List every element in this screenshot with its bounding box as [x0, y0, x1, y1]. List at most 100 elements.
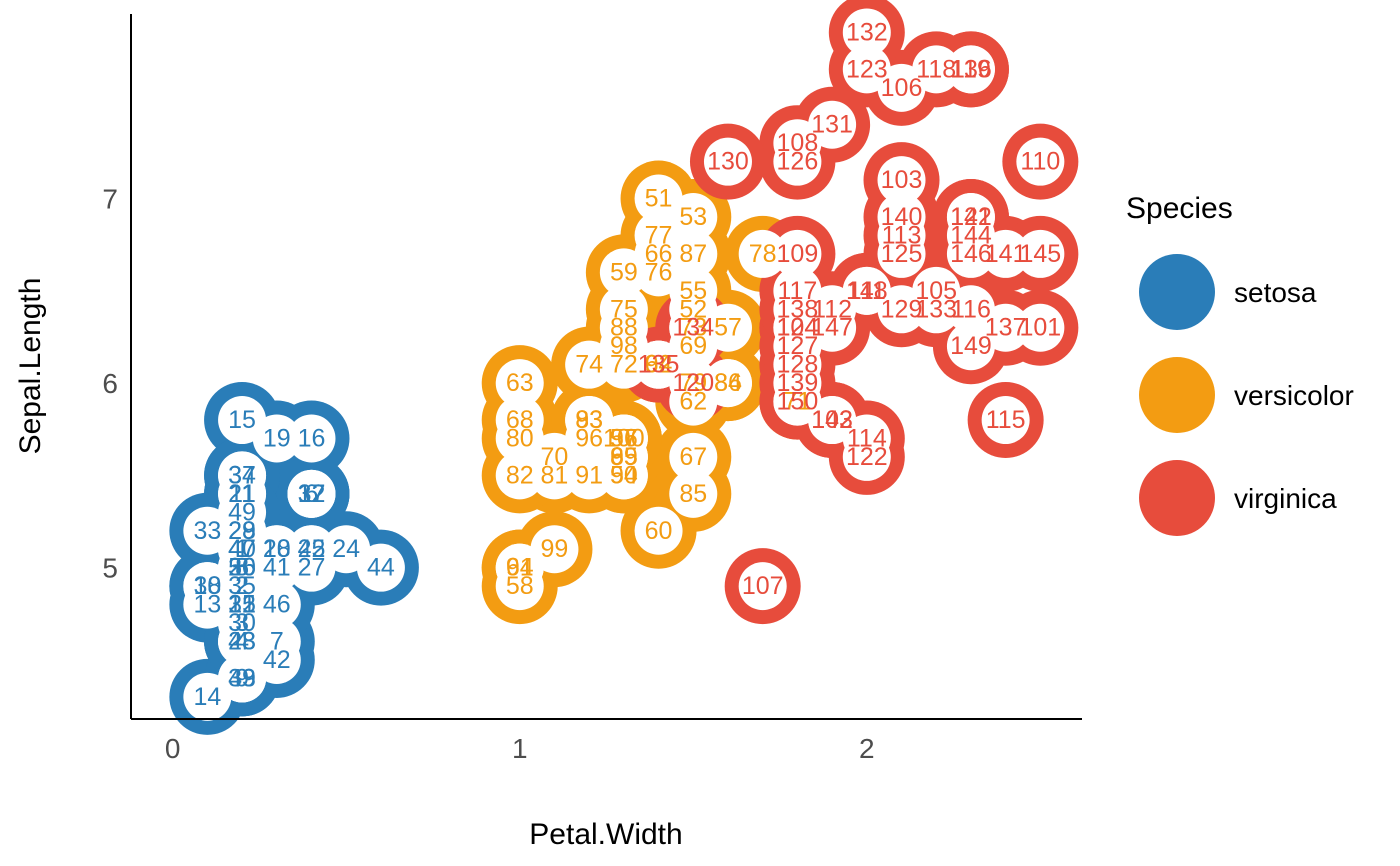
point-82-core: [495, 451, 544, 500]
point-20-label: 20: [263, 535, 291, 563]
point-79-label: 79: [679, 369, 707, 397]
point-38-label: 38: [193, 572, 221, 600]
point-123-core: [842, 45, 891, 94]
point-133-label: 133: [915, 295, 957, 323]
point-148-core: [842, 266, 891, 315]
point-34-label: 34: [228, 461, 256, 489]
point-80-core: [495, 414, 544, 463]
point-84-label: 84: [714, 369, 742, 397]
point-97-label: 97: [610, 424, 638, 452]
point-111-label: 111: [848, 277, 886, 305]
point-132-core: [842, 8, 891, 57]
point-19-label: 19: [263, 424, 291, 452]
point-141-label: 141: [985, 240, 1027, 268]
point-cores: [183, 8, 1065, 721]
point-58-label: 58: [506, 572, 534, 600]
point-37-core: [218, 451, 267, 500]
legend-key-virginica: [1139, 460, 1215, 536]
point-9-label: 9: [235, 664, 249, 692]
point-119-label: 119: [951, 55, 991, 83]
point-55-label: 55: [679, 277, 707, 305]
point-125-label: 125: [881, 240, 923, 268]
point-54-label: 54: [610, 461, 638, 489]
point-78-core: [738, 229, 787, 278]
point-150-label: 150: [777, 388, 819, 416]
point-2-label: 2: [235, 572, 249, 600]
legend-key-versicolor: [1139, 357, 1215, 433]
point-labels: 1234567891011121314151617181920212223242…: [193, 18, 1061, 710]
point-47-label: 47: [228, 535, 256, 563]
point-32-core: [287, 469, 336, 518]
point-137-label: 137: [985, 314, 1027, 342]
point-86-label: 86: [714, 369, 742, 397]
point-122-label: 122: [846, 443, 888, 471]
legend-title: Species: [1126, 192, 1233, 225]
point-56-label: 56: [610, 424, 638, 452]
point-130-core: [703, 137, 752, 186]
point-33-label: 33: [193, 517, 221, 545]
point-74-label: 74: [575, 351, 603, 379]
point-109-core: [773, 229, 822, 278]
point-148-label: 148: [846, 277, 888, 305]
point-140-label: 140: [881, 203, 923, 231]
point-32-label: 32: [298, 480, 326, 508]
point-49-label: 49: [228, 498, 256, 526]
point-15-label: 15: [228, 406, 256, 434]
point-136-label: 136: [950, 55, 992, 83]
point-57-label: 57: [714, 314, 742, 342]
point-71-label: 71: [783, 388, 811, 416]
point-124-label: 124: [777, 314, 819, 342]
point-103-core: [877, 156, 926, 205]
point-60-label: 60: [645, 517, 673, 545]
point-23-label: 23: [228, 627, 256, 655]
point-100-label: 100: [603, 424, 645, 452]
y-tick-label-7: 7: [102, 184, 118, 215]
legend-label-setosa: setosa: [1234, 277, 1317, 308]
point-90-label: 90: [610, 461, 638, 489]
point-143-label: 143: [811, 406, 853, 434]
point-115-label: 115: [986, 406, 1026, 434]
point-100-core: [599, 414, 648, 463]
point-149-label: 149: [950, 332, 992, 360]
point-112-label: 112: [812, 295, 852, 323]
point-48-core: [218, 617, 267, 666]
point-77-label: 77: [645, 221, 673, 249]
point-80-label: 80: [506, 424, 534, 452]
point-132-label: 132: [846, 18, 888, 46]
point-102-label: 102: [811, 406, 853, 434]
point-12-label: 12: [228, 591, 256, 619]
point-145-core: [1016, 229, 1065, 278]
point-101-core: [1016, 303, 1065, 352]
point-116-label: 116: [951, 295, 991, 323]
point-106-label: 106: [881, 74, 923, 102]
point-19-core: [252, 414, 301, 463]
legend-label-virginica: virginica: [1234, 483, 1337, 514]
point-46-label: 46: [263, 591, 291, 619]
point-46-core: [252, 580, 301, 629]
point-103-label: 103: [881, 166, 923, 194]
point-36-label: 36: [228, 554, 256, 582]
point-131-label: 131: [811, 111, 853, 139]
point-142-label: 142: [950, 203, 992, 231]
point-75-label: 75: [610, 295, 638, 323]
point-7-label: 7: [270, 627, 284, 655]
point-31-label: 31: [228, 591, 256, 619]
point-93-label: 93: [575, 406, 603, 434]
point-35-label: 35: [228, 572, 256, 600]
point-82-label: 82: [506, 461, 534, 489]
point-70-label: 70: [541, 443, 569, 471]
point-150-core: [773, 377, 822, 426]
point-61-label: 61: [506, 554, 534, 582]
point-24-label: 24: [332, 535, 360, 563]
point-60-core: [634, 506, 683, 555]
point-149-core: [946, 322, 995, 371]
point-130-label: 130: [707, 148, 749, 176]
point-118-core: [912, 45, 961, 94]
point-135-label: 135: [638, 351, 680, 379]
point-126-label: 126: [777, 148, 819, 176]
point-101-label: 101: [1019, 314, 1061, 342]
point-25-label: 25: [228, 591, 256, 619]
point-128-label: 128: [777, 351, 819, 379]
point-40-label: 40: [228, 535, 256, 563]
